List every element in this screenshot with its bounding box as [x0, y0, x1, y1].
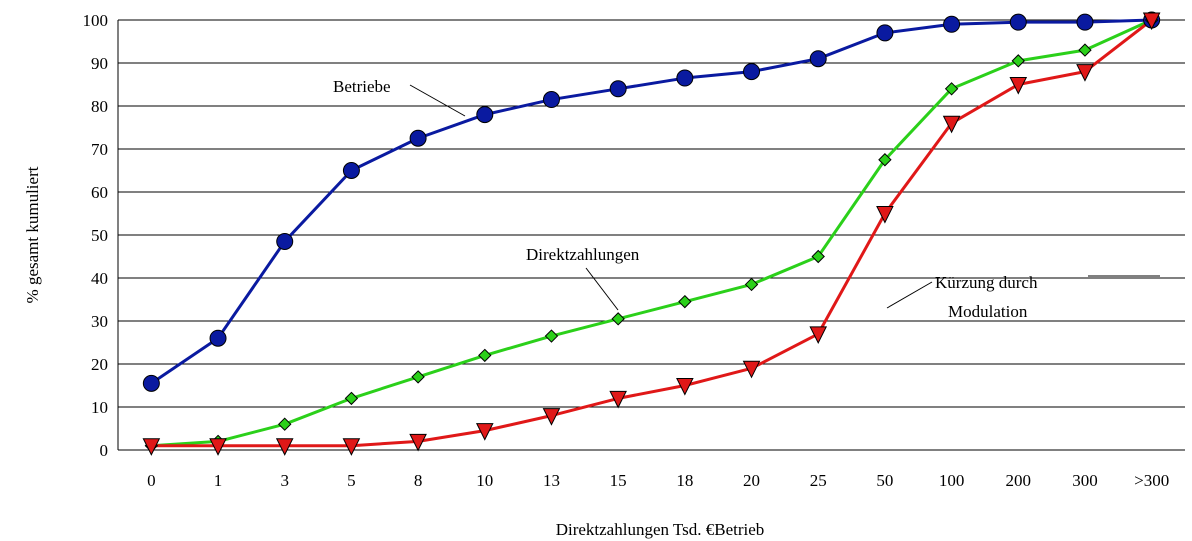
x-tick-label: 20 [743, 471, 760, 490]
y-tick-label: 40 [91, 269, 108, 288]
data-point-direktzahlungen [1011, 54, 1025, 68]
data-point-k-rzung-durch-modulation [609, 390, 627, 409]
data-point-k-rzung-durch-modulation [542, 408, 561, 426]
y-tick-label: 80 [91, 97, 108, 116]
data-point-betriebe [609, 80, 627, 98]
data-point-k-rzung-durch-modulation [1076, 64, 1094, 82]
data-point-direktzahlungen [811, 249, 825, 264]
data-point-k-rzung-durch-modulation [1009, 77, 1028, 95]
data-point-betriebe [1076, 13, 1094, 31]
series-line-k-rzung-durch-modulation [151, 18, 1153, 448]
annotation-leaders [409, 84, 1160, 322]
x-tick-label: 25 [810, 471, 827, 490]
x-tick-label: 100 [939, 471, 965, 490]
label-kuerzung-line1: Kürzung durch [935, 273, 1038, 292]
data-point-direktzahlungen [411, 370, 425, 384]
data-point-betriebe [342, 162, 360, 179]
label-kuerzung-line2: Modulation [948, 302, 1028, 321]
x-tick-label: 8 [414, 471, 423, 490]
data-point-direktzahlungen [744, 277, 759, 292]
data-point-k-rzung-durch-modulation [676, 378, 694, 396]
data-point-direktzahlungen [1078, 43, 1092, 57]
data-point-betriebe [743, 63, 761, 81]
annotation-leader-line [585, 267, 619, 311]
data-point-betriebe [142, 374, 160, 392]
data-point-betriebe [1009, 13, 1027, 31]
x-tick-label: 5 [347, 471, 356, 490]
x-tick-label: 13 [543, 471, 560, 490]
x-tick-label: 3 [280, 471, 289, 490]
grid-lines [117, 19, 1185, 451]
x-tick-label: 15 [610, 471, 627, 490]
y-tick-label: 60 [91, 183, 108, 202]
y-tick-labels: 0 10 20 30 40 50 60 70 80 90 100 [83, 11, 109, 460]
x-tick-labels: 0 1 3 5 8 10 13 15 18 20 25 50 100 200 300 >300 [147, 471, 1169, 490]
data-point-k-rzung-durch-modulation [742, 360, 761, 379]
data-point-k-rzung-durch-modulation [409, 433, 427, 452]
annotation-leader-line [886, 281, 933, 309]
data-point-k-rzung-durch-modulation [1142, 12, 1161, 31]
series-line-betriebe [150, 18, 1152, 385]
data-point-betriebe [943, 15, 961, 33]
data-point-direktzahlungen [278, 417, 292, 431]
data-point-k-rzung-durch-modulation [876, 206, 894, 224]
data-point-direktzahlungen [478, 348, 492, 363]
data-point-direktzahlungen [344, 391, 359, 406]
data-point-k-rzung-durch-modulation [142, 438, 161, 456]
y-tick-label: 20 [91, 355, 108, 374]
data-point-direktzahlungen [944, 82, 959, 96]
series-lines [150, 18, 1153, 448]
data-point-direktzahlungen [611, 312, 625, 326]
y-tick-label: 70 [91, 140, 108, 159]
data-point-k-rzung-durch-modulation [942, 115, 961, 134]
data-point-betriebe [876, 24, 894, 42]
x-tick-label: 18 [676, 471, 693, 490]
y-tick-label: 100 [83, 11, 109, 30]
data-point-direktzahlungen [878, 153, 892, 167]
series-line-direktzahlungen [151, 18, 1153, 448]
x-tick-label: 50 [876, 471, 893, 490]
data-point-direktzahlungen [678, 294, 692, 309]
data-point-k-rzung-durch-modulation [275, 438, 294, 456]
x-tick-label: 200 [1006, 471, 1032, 490]
x-tick-label: 10 [476, 471, 493, 490]
series-markers [142, 11, 1161, 456]
x-axis-title: Direktzahlungen Tsd. €Betrieb [556, 520, 765, 539]
data-point-k-rzung-durch-modulation [475, 423, 494, 441]
y-tick-label: 90 [91, 54, 108, 73]
data-point-betriebe [276, 232, 294, 250]
x-tick-label: 1 [214, 471, 223, 490]
data-point-betriebe [209, 329, 227, 347]
data-point-k-rzung-durch-modulation [209, 438, 227, 456]
x-tick-label: 0 [147, 471, 156, 490]
data-point-betriebe [809, 50, 827, 68]
data-point-betriebe [409, 129, 427, 147]
y-tick-label: 10 [91, 398, 108, 417]
y-axis-title: % gesamt kumuliert [23, 166, 42, 303]
label-direktzahlungen: Direktzahlungen [526, 245, 640, 264]
annotation-leader-line [409, 84, 466, 117]
x-tick-label: 300 [1072, 471, 1098, 490]
data-point-betriebe [542, 91, 560, 109]
y-tick-label: 50 [91, 226, 108, 245]
y-tick-label: 30 [91, 312, 108, 331]
data-point-betriebe [476, 106, 494, 124]
data-point-direktzahlungen [544, 329, 559, 343]
label-betriebe: Betriebe [333, 77, 391, 96]
data-point-k-rzung-durch-modulation [809, 326, 828, 345]
x-tick-label: >300 [1134, 471, 1169, 490]
data-point-k-rzung-durch-modulation [342, 438, 361, 456]
y-tick-label: 0 [100, 441, 109, 460]
data-point-betriebe [676, 69, 694, 87]
